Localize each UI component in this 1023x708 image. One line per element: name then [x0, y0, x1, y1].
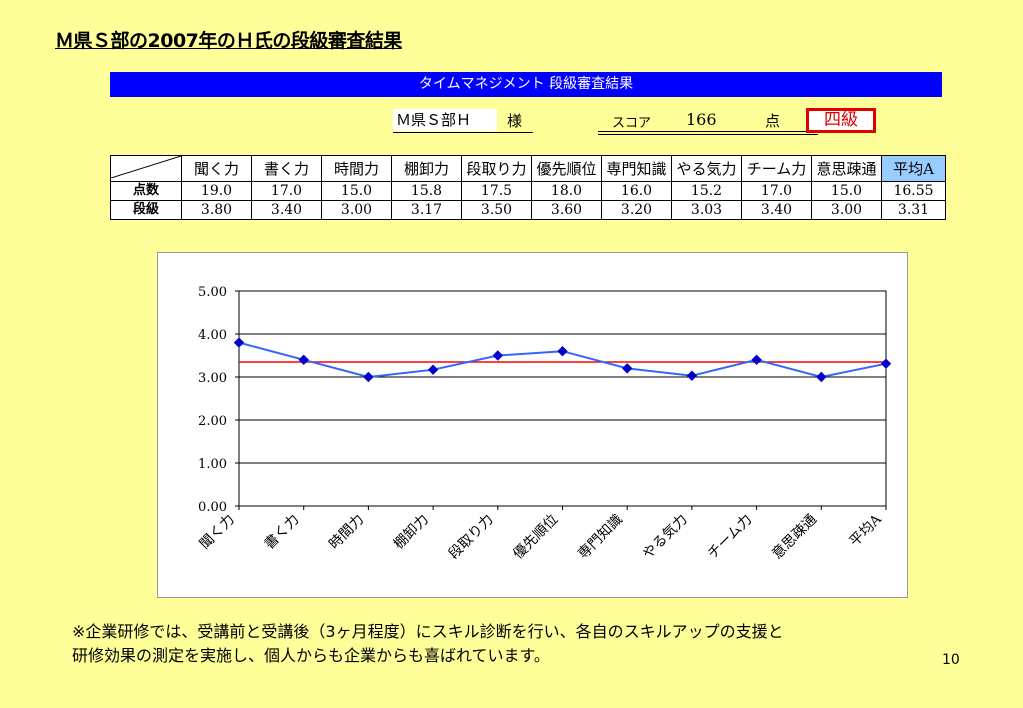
table-cell: 16.0 — [601, 181, 672, 201]
table-header-cell: 時間力 — [321, 155, 392, 182]
table-cell: 17.5 — [461, 181, 532, 201]
table-header-cell: 棚卸力 — [391, 155, 462, 182]
table-cell: 19.0 — [181, 181, 252, 201]
table-cell: 15.2 — [671, 181, 742, 201]
table-header-cell: やる気力 — [671, 155, 742, 182]
data-point — [751, 354, 762, 366]
table-cell: 3.31 — [881, 200, 946, 220]
x-tick-label: 意思疎通 — [769, 511, 821, 563]
data-point — [557, 345, 568, 357]
y-tick-label: 0.00 — [198, 500, 227, 515]
y-tick-label: 4.00 — [198, 328, 227, 343]
footnote: ※企業研修では、受講前と受講後（3ヶ月程度）にスキル診断を行い、各自のスキルアッ… — [72, 620, 784, 668]
score-unit: 点 — [765, 112, 781, 130]
footnote-line-2: 研修効果の測定を実施し、個人からも企業からも喜ばれています。 — [72, 646, 550, 665]
table-cell: 16.55 — [881, 181, 946, 201]
data-point — [621, 363, 633, 374]
table-header-cell: 書く力 — [251, 155, 322, 182]
x-tick-label: チーム力 — [705, 512, 756, 563]
data-point — [816, 371, 827, 383]
y-tick-label: 2.00 — [198, 414, 227, 429]
table-cell: 18.0 — [531, 181, 602, 201]
table-cell: 3.40 — [741, 200, 812, 220]
score-table: 聞く力 書く力 時間力 棚卸力 段取り力 優先順位 専門知識 やる気力 チーム力… — [110, 155, 946, 220]
diagonal-line — [111, 156, 181, 179]
table-header-row: 聞く力 書く力 時間力 棚卸力 段取り力 優先順位 専門知識 やる気力 チーム力… — [110, 155, 946, 182]
table-header-cell: 専門知識 — [601, 155, 672, 182]
x-tick-label: 棚卸力 — [391, 512, 432, 553]
table-cell: 3.17 — [391, 200, 462, 220]
name-underline — [393, 132, 533, 133]
x-tick-label: 時間力 — [326, 512, 367, 553]
grade-badge: 四級 — [806, 108, 876, 133]
data-point — [427, 364, 439, 375]
table-cell: 3.00 — [811, 200, 882, 220]
row-label: 点数 — [110, 181, 182, 201]
table-cell: 17.0 — [251, 181, 322, 201]
chart-panel: 0.00 1.00 2.00 3.00 4.00 5.00 聞く力 書く力 時間力 棚卸力 段取り力… — [157, 252, 908, 598]
table-cell: 15.8 — [391, 181, 462, 201]
data-point — [880, 358, 892, 369]
page-number: 10 — [942, 652, 960, 668]
score-value: 166 — [686, 110, 717, 129]
table-cell: 15.0 — [811, 181, 882, 201]
table-cell: 17.0 — [741, 181, 812, 201]
y-tick-label: 1.00 — [198, 457, 227, 472]
data-point — [363, 371, 374, 383]
data-point — [233, 337, 245, 348]
score-label: スコア — [612, 116, 652, 131]
report-banner: タイムマネジメント 段級審査結果 — [110, 72, 942, 97]
table-header-cell: 段取り力 — [461, 155, 532, 182]
table-cell: 3.00 — [321, 200, 392, 220]
row-label: 段級 — [110, 200, 182, 220]
x-tick-label: 平均A — [847, 511, 886, 550]
score-underline-double — [598, 134, 818, 135]
page-title: Ｍ県Ｓ部の2007年のＨ氏の段級審査結果 — [55, 30, 402, 52]
honorific: 様 — [507, 112, 523, 130]
table-cell: 3.80 — [181, 200, 252, 220]
x-tick-label: 専門知識 — [574, 511, 626, 563]
table-cell: 3.50 — [461, 200, 532, 220]
table-cell: 3.40 — [251, 200, 322, 220]
data-point — [492, 350, 504, 361]
table-header-cell-average: 平均A — [881, 155, 946, 182]
x-tick-label: 優先順位 — [510, 512, 561, 563]
table-cell: 3.60 — [531, 200, 602, 220]
table-cell: 3.03 — [671, 200, 742, 220]
footnote-line-1: ※企業研修では、受講前と受講後（3ヶ月程度）にスキル診断を行い、各自のスキルアッ… — [72, 622, 784, 641]
table-row-points: 点数 19.0 17.0 15.0 15.8 17.5 18.0 16.0 15… — [110, 181, 946, 201]
table-header-cell: 聞く力 — [181, 155, 252, 182]
table-header-cell: 優先順位 — [531, 155, 602, 182]
line-chart: 0.00 1.00 2.00 3.00 4.00 5.00 聞く力 書く力 時間力 棚卸力 段取り力… — [197, 285, 892, 563]
x-tick-label: 書く力 — [262, 512, 303, 553]
person-name: Ｍ県Ｓ部Ｈ — [393, 109, 497, 131]
table-header-cell: チーム力 — [741, 155, 812, 182]
x-tick-label: 聞く力 — [197, 512, 238, 553]
table-corner-cell — [110, 155, 182, 182]
y-tick-label: 5.00 — [198, 285, 227, 300]
plot-area — [238, 290, 887, 507]
x-tick-label: 段取り力 — [446, 512, 497, 563]
table-cell: 15.0 — [321, 181, 392, 201]
table-row-grade: 段級 3.80 3.40 3.00 3.17 3.50 3.60 3.20 3.… — [110, 200, 946, 220]
score-underline — [598, 131, 818, 132]
data-point — [298, 354, 309, 366]
y-tick-label: 3.00 — [198, 371, 227, 386]
data-point — [686, 370, 698, 381]
table-cell: 3.20 — [601, 200, 672, 220]
x-tick-label: やる気力 — [640, 512, 691, 563]
table-header-cell: 意思疎通 — [811, 155, 882, 182]
